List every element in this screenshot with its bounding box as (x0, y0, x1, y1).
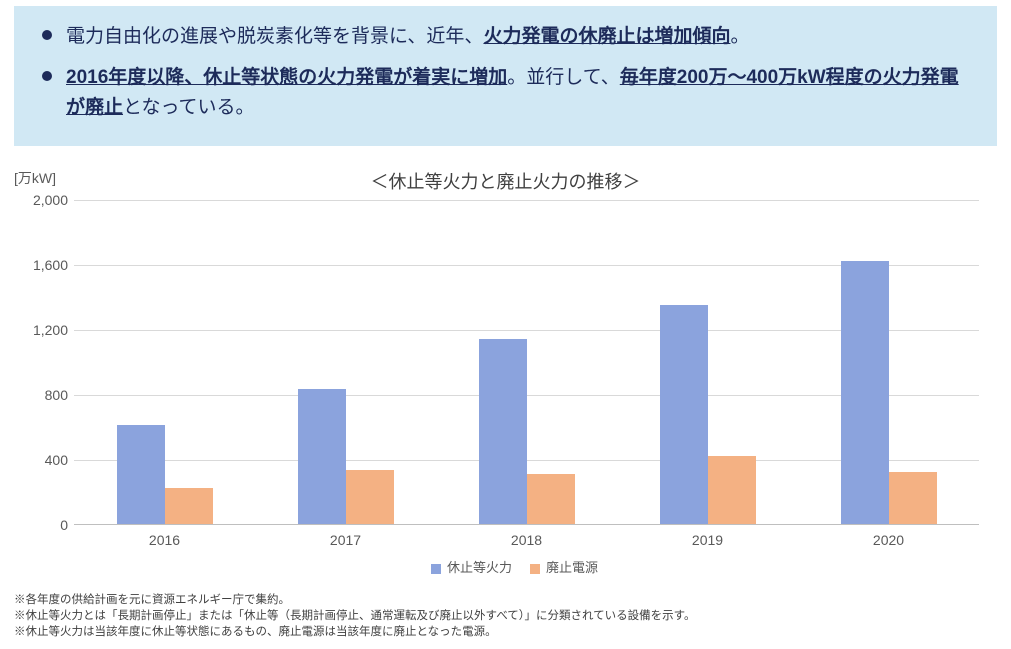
bullet-segment: 火力発電の休廃止は増加傾向 (483, 26, 730, 47)
x-tick-label: 2017 (276, 532, 416, 548)
bullet-segment: 。 (730, 26, 749, 47)
bar-abolished (346, 470, 394, 524)
plot-area: 2016 2017 2018 2019 2020 (74, 200, 979, 525)
bullet-1-text: 電力自由化の進展や脱炭素化等を背景に、近年、火力発電の休廃止は増加傾向。 (66, 22, 749, 51)
bar-abolished (889, 472, 937, 524)
bar-suspended (479, 339, 527, 524)
x-tick-label: 2016 (95, 532, 235, 548)
bar-suspended (841, 261, 889, 524)
footnotes: ※各年度の供給計画を元に資源エネルギー庁で集約。※休止等火力とは「長期計画停止」… (14, 592, 695, 640)
y-tick-label: 800 (14, 387, 68, 403)
x-tick-label: 2018 (457, 532, 597, 548)
legend-label: 廃止電源 (546, 560, 598, 575)
bullet-segment: 。並行して、 (507, 67, 619, 88)
bullet-dot-icon (42, 30, 52, 40)
y-tick-label: 400 (14, 452, 68, 468)
bar-suspended (660, 305, 708, 524)
bullet-dot-icon (42, 71, 52, 81)
bullet-segment: 電力自由化の進展や脱炭素化等を背景に、近年、 (66, 26, 483, 47)
footnote-line: ※各年度の供給計画を元に資源エネルギー庁で集約。 (14, 592, 695, 608)
bullet-2: 2016年度以降、休止等状態の火力発電が着実に増加。並行して、毎年度200万～4… (42, 63, 969, 122)
bar-group: 2016 (95, 200, 235, 524)
y-tick-label: 1,200 (14, 322, 68, 338)
x-tick-label: 2020 (819, 532, 959, 548)
legend-swatch (431, 564, 441, 574)
legend-label: 休止等火力 (447, 560, 512, 575)
bar-abolished (708, 456, 756, 524)
y-tick-label: 0 (14, 517, 68, 533)
y-tick-label: 1,600 (14, 257, 68, 273)
bullet-1: 電力自由化の進展や脱炭素化等を背景に、近年、火力発電の休廃止は増加傾向。 (42, 22, 969, 51)
bar-group: 2019 (638, 200, 778, 524)
bar-group: 2018 (457, 200, 597, 524)
bar-suspended (298, 389, 346, 524)
bar-abolished (527, 474, 575, 524)
footnote-line: ※休止等火力とは「長期計画停止」または「休止等（長期計画停止、通常運転及び廃止以… (14, 608, 695, 624)
x-tick-label: 2019 (638, 532, 778, 548)
bullet-segment: となっている。 (123, 97, 254, 118)
bar-group: 2017 (276, 200, 416, 524)
chart-legend: 休止等火力 廃止電源 (14, 557, 997, 576)
legend-swatch (530, 564, 540, 574)
header-callout: 電力自由化の進展や脱炭素化等を背景に、近年、火力発電の休廃止は増加傾向。 201… (14, 6, 997, 146)
chart-container: 20162017201820192020 04008001,2001,6002,… (14, 200, 997, 580)
footnote-line: ※休止等火力は当該年度に休止等状態にあるもの、廃止電源は当該年度に廃止となった電… (14, 624, 695, 640)
chart-title: ＜休止等火力と廃止火力の推移＞ (0, 168, 1011, 194)
bar-group: 2020 (819, 200, 959, 524)
bar-abolished (165, 488, 213, 524)
bullet-segment: 2016年度以降、休止等状態の火力発電が着実に増加 (66, 67, 507, 88)
bar-suspended (117, 425, 165, 524)
bullet-2-text: 2016年度以降、休止等状態の火力発電が着実に増加。並行して、毎年度200万～4… (66, 63, 969, 122)
y-tick-label: 2,000 (14, 192, 68, 208)
